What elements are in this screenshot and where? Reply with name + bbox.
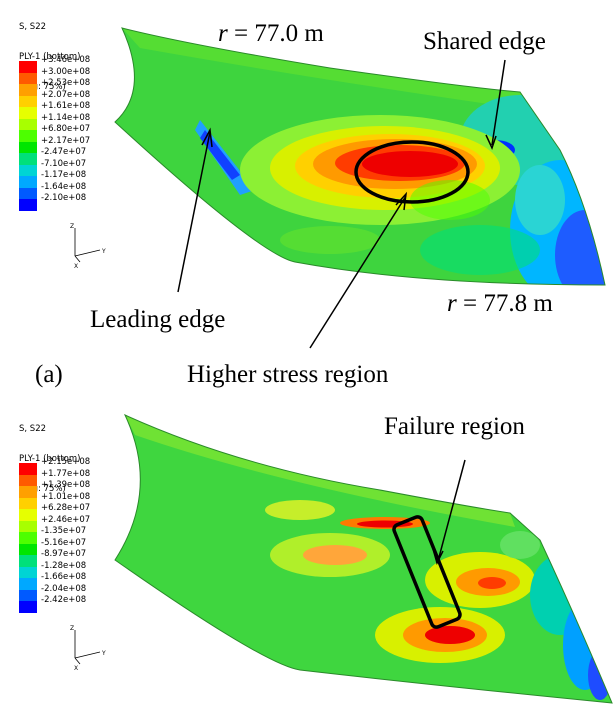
triad-z: Z (70, 223, 74, 230)
panel-b-contour-plot: Z Y X (70, 413, 613, 704)
legend-value: +2.46e+07 (41, 514, 91, 525)
legend-value: -1.35e+07 (41, 526, 87, 536)
legend-value: +1.01e+08 (41, 491, 91, 502)
legend-title-a: S, S22 (19, 22, 47, 32)
legend-value: -2.47e+07 (41, 147, 87, 157)
legend-swatch (19, 199, 37, 211)
triad-y: Y (101, 650, 106, 657)
legend-value: -1.66e+08 (41, 572, 87, 582)
legend-swatch (19, 509, 37, 521)
legend-value: +2.53e+08 (41, 78, 91, 88)
legend-value: +2.15e+08 (41, 457, 91, 467)
legend-swatch (19, 153, 37, 165)
shared-edge-arrow (485, 59, 506, 151)
legend-value: -7.10e+07 (41, 158, 87, 169)
higher-stress-circle (354, 140, 470, 204)
legend-swatch (19, 532, 37, 544)
legend-value: -2.10e+08 (41, 193, 87, 203)
legend-swatch (19, 543, 37, 555)
panel-a-arrows (177, 59, 506, 349)
r-top-label: r = 77.0 m (218, 20, 324, 47)
legend-swatch (19, 578, 37, 590)
higher-stress-arrow (309, 191, 408, 349)
panel-a-label: (a) (35, 361, 63, 388)
failure-region-label: Failure region (384, 413, 525, 440)
legend-value: +6.28e+07 (41, 503, 91, 513)
plate-b (114, 413, 613, 704)
legend-swatch (19, 118, 37, 130)
legend-swatch (19, 555, 37, 567)
legend-swatch (19, 61, 37, 73)
legend-value: +1.39e+08 (41, 480, 91, 490)
legend-swatch (19, 72, 37, 84)
failure-region-box (392, 515, 462, 629)
r-bottom-label: r = 77.8 m (447, 290, 553, 317)
legend-value: +1.77e+08 (41, 468, 91, 479)
legend-value: +2.07e+08 (41, 89, 91, 100)
legend-swatch (19, 141, 37, 153)
triad-y: Y (101, 248, 106, 255)
legend-swatch (19, 463, 37, 475)
legend-value: -1.64e+08 (41, 181, 87, 192)
legend-value: +3.46e+08 (41, 55, 91, 65)
legend-value: +1.14e+08 (41, 112, 91, 123)
legend-ply-b: PLY-1 (bottom) (19, 454, 81, 464)
triad-x: X (74, 665, 78, 672)
shared-edge-label: Shared edge (423, 28, 546, 55)
higher-stress-label: Higher stress region (187, 361, 389, 388)
legend-swatch (19, 589, 37, 601)
legend-swatch (19, 486, 37, 498)
legend-swatch (19, 520, 37, 532)
legend-value: -1.28e+08 (41, 560, 87, 571)
legend-value: +3.00e+08 (41, 66, 91, 77)
legend-swatch (19, 474, 37, 486)
legend-value: +2.17e+07 (41, 135, 91, 146)
leading-edge-arrow (177, 127, 213, 293)
legend-swatch (19, 497, 37, 509)
legend-value: -8.97e+07 (41, 549, 87, 559)
panel-b-arrows (432, 459, 466, 566)
triad-a: Z Y X (70, 223, 106, 270)
legend-value: +6.80e+07 (41, 124, 91, 134)
legend-swatch (19, 176, 37, 188)
triad-z: Z (70, 625, 74, 632)
triad-b: Z Y X (70, 625, 106, 672)
legend-value: -5.16e+07 (41, 537, 87, 548)
legend-swatch (19, 130, 37, 142)
legend-value: -2.04e+08 (41, 583, 87, 594)
leading-edge-label: Leading edge (90, 306, 226, 333)
legend-value: -2.42e+08 (41, 595, 87, 605)
legend-ply-a: PLY-1 (bottom) (19, 52, 81, 62)
legend-swatch (19, 84, 37, 96)
legend-swatch (19, 187, 37, 199)
panel-a-contour-plot: Z Y X (70, 27, 606, 349)
legend-value: +1.61e+08 (41, 101, 91, 111)
failure-region-arrow (432, 459, 466, 566)
legend-swatch (19, 164, 37, 176)
plate-a (114, 27, 606, 286)
legend-value: -1.17e+08 (41, 170, 87, 180)
legend-swatch (19, 566, 37, 578)
legend-swatch (19, 107, 37, 119)
legend-swatch (19, 601, 37, 613)
legend-title-b: S, S22 (19, 424, 47, 434)
legend-swatch (19, 95, 37, 107)
triad-x: X (74, 263, 78, 270)
